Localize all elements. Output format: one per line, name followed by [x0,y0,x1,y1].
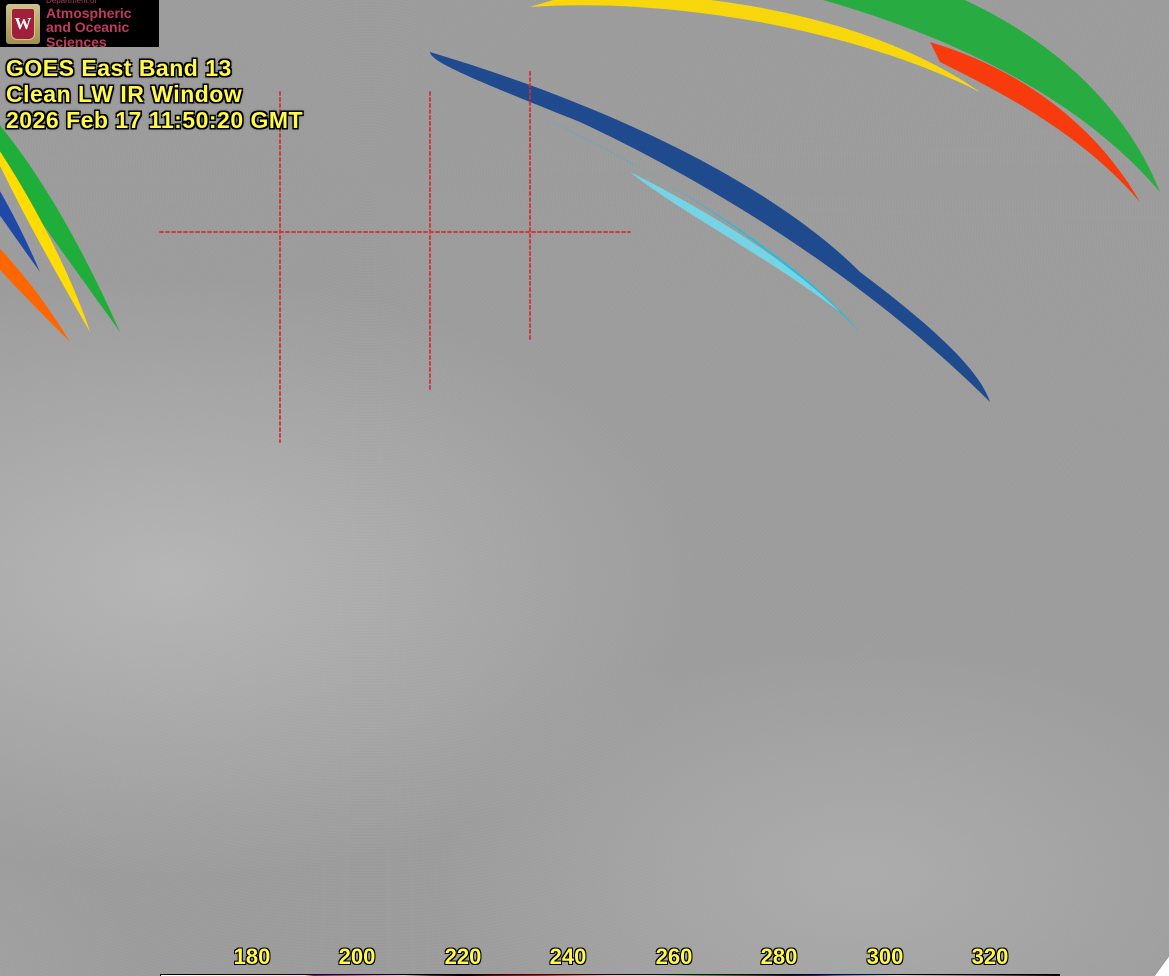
colorbar-label-280: 280 [761,944,798,970]
colorbar-label-300: 300 [867,944,904,970]
earth-globe [0,0,1169,976]
logo-org-label-2: and Oceanic Sciences [46,20,159,49]
university-logo: W Department of Atmospheric and Oceanic … [0,0,159,47]
logo-org-label-1: Atmospheric [46,6,159,21]
colorbar-label-220: 220 [445,944,482,970]
temperature-colorbar[interactable]: 180 200 220 240 260 280 300 320 [160,944,1060,976]
image-title-block: GOES East Band 13 Clean LW IR Window 202… [6,56,303,133]
crest-icon: W [6,4,40,44]
title-line-sensor: GOES East Band 13 [6,56,303,82]
political-borders-svg [0,0,1169,976]
title-line-band: Clean LW IR Window [6,82,303,108]
colorbar-label-180: 180 [234,944,271,970]
colorbar-tick-labels: 180 200 220 240 260 280 300 320 [160,944,1060,974]
colorbar-label-240: 240 [550,944,587,970]
title-line-datetime: 2026 Feb 17 11:50:20 GMT [6,108,303,134]
colorbar-label-320: 320 [972,944,1009,970]
colorbar-label-260: 260 [656,944,693,970]
colorbar-label-200: 200 [339,944,376,970]
satellite-image-viewer: W Department of Atmospheric and Oceanic … [0,0,1169,976]
